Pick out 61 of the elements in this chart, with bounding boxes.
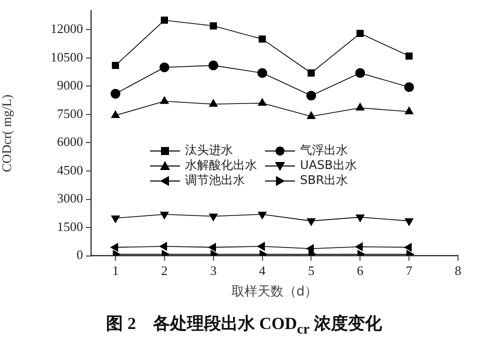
- point: [210, 22, 217, 30]
- legend-label: 调节池出水: [185, 173, 245, 188]
- point: [306, 90, 316, 101]
- y-tick-label: 7500: [57, 106, 83, 121]
- point: [404, 82, 414, 92]
- point: [160, 242, 168, 251]
- point: [404, 106, 414, 114]
- point: [160, 96, 169, 104]
- point: [160, 212, 169, 220]
- point: [306, 111, 316, 119]
- y-tick-label: 1500: [57, 218, 83, 234]
- text: 图 2 各处理段出水 COD$_{cr}$ 浓度变化: [105, 313, 383, 338]
- y-tick-label: 12000: [50, 21, 83, 36]
- point: [306, 218, 316, 226]
- point: [306, 244, 314, 253]
- y-tick-label: 6000: [57, 134, 83, 150]
- legend-label: 气浮出水: [300, 143, 348, 158]
- point: [257, 242, 265, 251]
- point: [258, 212, 267, 220]
- x-tick-label: 7: [406, 263, 413, 278]
- point: [355, 68, 366, 78]
- point: [257, 68, 268, 78]
- point: [208, 243, 216, 252]
- point: [356, 102, 364, 111]
- point: [209, 99, 218, 107]
- legend-label: SBR出水: [300, 173, 348, 188]
- point: [356, 30, 364, 37]
- point: [404, 218, 414, 226]
- point: [111, 110, 120, 118]
- legend-label: UASB出水: [300, 158, 357, 173]
- point: [110, 243, 118, 252]
- x-tick-label: 6: [356, 263, 364, 278]
- point: [209, 214, 218, 222]
- x-tick-label: 8: [454, 263, 462, 278]
- x-tick-label: 5: [308, 263, 314, 278]
- point: [258, 35, 266, 43]
- legend-label: 水解酸化出水: [185, 158, 257, 173]
- point: [111, 215, 120, 224]
- point: [356, 214, 364, 222]
- point: [308, 69, 315, 77]
- x-axis-title: 取样天数（d）: [231, 284, 318, 300]
- point: [208, 60, 218, 70]
- x-tick-label: 3: [210, 263, 217, 278]
- point: [160, 62, 170, 72]
- point: [405, 52, 413, 60]
- y-tick-label: 3000: [57, 190, 83, 206]
- point: [258, 98, 267, 106]
- legend-label: 汰头进水: [185, 143, 233, 158]
- x-tick-label: 1: [112, 263, 119, 278]
- x-tick-label: 2: [161, 263, 168, 278]
- y-tick-label: 9000: [57, 78, 83, 93]
- point: [404, 243, 412, 252]
- point: [355, 242, 363, 252]
- y-tick-label: 0: [76, 247, 83, 262]
- point: [112, 62, 120, 70]
- x-tick-label: 4: [259, 263, 266, 278]
- point: [160, 16, 168, 24]
- y-tick-label: 4500: [57, 162, 83, 178]
- y-axis-title: CODcr( mg/L): [0, 94, 14, 172]
- y-tick-label: 10500: [50, 49, 83, 64]
- point: [110, 88, 120, 99]
